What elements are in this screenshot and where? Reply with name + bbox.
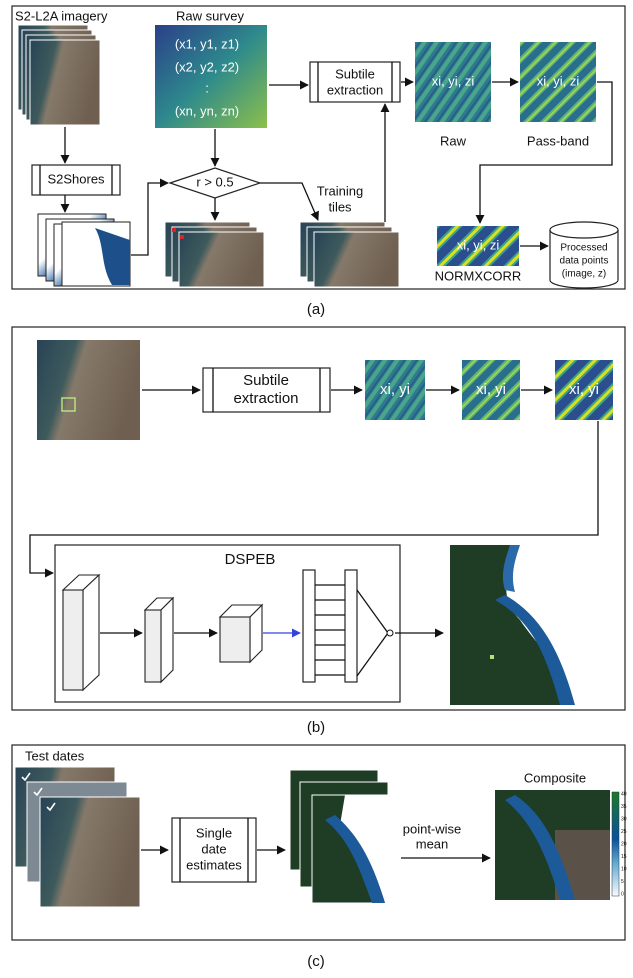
colorbar-tick-label: 20 — [621, 841, 627, 847]
mean-text: mean — [416, 836, 449, 851]
output-map — [450, 545, 600, 705]
imagery-title: S2-L2A imagery — [15, 8, 108, 23]
shape — [172, 228, 176, 232]
shape — [303, 570, 315, 682]
arrow — [260, 183, 318, 220]
shape — [63, 590, 83, 690]
test-dates: Test dates — [25, 748, 85, 763]
condition-text: r > 0.5 — [196, 174, 233, 189]
shape — [345, 570, 357, 682]
training-text: tiles — [328, 199, 352, 214]
colorbar-tick-label: 40 — [621, 791, 627, 797]
tile-text: xi, yi — [569, 381, 599, 398]
conv-layers — [63, 575, 262, 690]
shape — [30, 40, 100, 125]
estimate-stack — [290, 770, 400, 903]
shape — [550, 222, 618, 238]
survey-point: : — [205, 80, 209, 95]
filtered-stack — [165, 222, 264, 287]
shape — [145, 610, 161, 682]
single-text: date — [201, 841, 226, 856]
input-image — [37, 340, 140, 440]
panel-label: (b) — [307, 719, 325, 736]
s2shores-text: S2Shores — [47, 171, 105, 186]
shape — [179, 232, 264, 287]
processed-text: Processed — [560, 243, 607, 254]
survey-point: (x1, y1, z1) — [175, 36, 239, 51]
panel-label: (a) — [307, 301, 325, 318]
dense-layer — [303, 570, 393, 682]
tile-text: xi, yi, zi — [457, 237, 500, 252]
tile-label: NORMXCORR — [435, 268, 522, 283]
tile-text: xi, yi, zi — [432, 73, 475, 88]
panel-label: (c) — [307, 953, 325, 970]
imagery-stack — [18, 25, 100, 125]
mean-text: point-wise — [403, 821, 462, 836]
arrow — [131, 183, 168, 255]
training-text: Training — [317, 183, 363, 198]
shape — [315, 585, 345, 675]
subtile-text: extraction — [327, 82, 383, 97]
training-stack — [300, 222, 399, 287]
shape — [387, 630, 393, 636]
colorbar — [612, 792, 619, 896]
colorbar-tick-label: 30 — [621, 816, 627, 822]
mask-stack — [38, 214, 130, 286]
shape — [40, 797, 140, 907]
colorbar-ticks: 40 35 30 25 20 15 10 5 0 — [621, 791, 627, 897]
subtile-text: extraction — [233, 390, 298, 407]
colorbar-tick-label: 0 — [621, 891, 624, 897]
model-name: DSPEB — [225, 551, 276, 568]
colorbar-tick-label: 35 — [621, 804, 627, 810]
composite-map — [495, 790, 610, 900]
processed-text: data points — [560, 256, 609, 267]
tile-label: Pass-band — [527, 133, 589, 148]
shape — [314, 232, 399, 287]
shape — [490, 655, 494, 659]
shape — [161, 598, 173, 682]
survey-point: (xn, yn, zn) — [175, 103, 239, 118]
shape — [220, 617, 250, 662]
subtile-text: Subtile — [335, 66, 375, 81]
composite-title: Composite — [524, 770, 586, 785]
single-text: estimates — [186, 857, 242, 872]
survey-title: Raw survey — [176, 8, 244, 23]
processed-text: (image, z) — [562, 269, 606, 280]
colorbar-tick-label: 25 — [621, 829, 627, 835]
shape — [83, 575, 99, 690]
subtile-text: Subtile — [243, 372, 289, 389]
test-stack — [15, 767, 140, 907]
colorbar-tick-label: 15 — [621, 854, 627, 860]
tile-text: xi, yi, zi — [537, 73, 580, 88]
colorbar-tick-label: 10 — [621, 866, 627, 872]
single-text: Single — [196, 825, 232, 840]
shape — [357, 590, 388, 676]
tile-text: xi, yi — [476, 381, 506, 398]
tile-label: Raw — [440, 133, 467, 148]
figure: S2-L2A imagery Raw survey (x1, y1, z1) (… — [0, 0, 633, 978]
colorbar-tick-label: 5 — [621, 879, 624, 885]
shape — [180, 235, 184, 239]
tile-text: xi, yi — [380, 381, 410, 398]
survey-point: (x2, y2, z2) — [175, 59, 239, 74]
